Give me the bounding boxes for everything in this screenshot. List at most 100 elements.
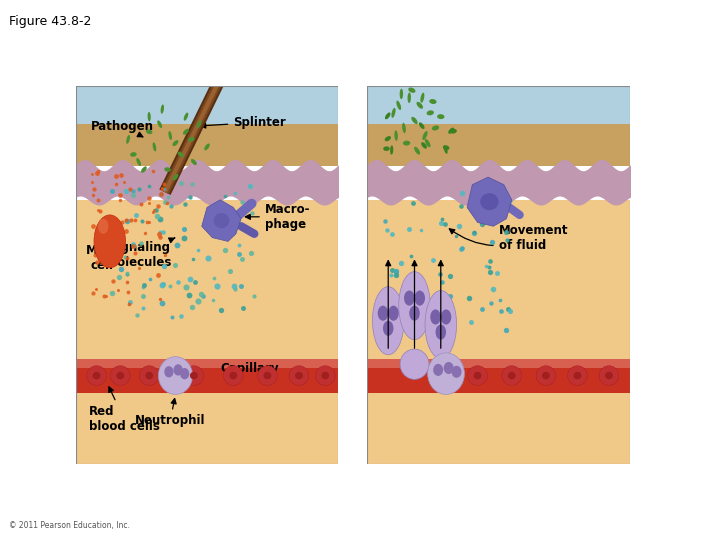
Ellipse shape xyxy=(98,219,109,234)
FancyBboxPatch shape xyxy=(76,359,338,393)
Ellipse shape xyxy=(174,364,183,376)
Ellipse shape xyxy=(145,372,153,379)
Ellipse shape xyxy=(599,366,618,386)
Text: Pathogen: Pathogen xyxy=(91,119,154,137)
FancyBboxPatch shape xyxy=(76,124,338,166)
Ellipse shape xyxy=(383,146,390,151)
Ellipse shape xyxy=(408,87,415,93)
Ellipse shape xyxy=(295,372,303,379)
Ellipse shape xyxy=(173,140,179,146)
FancyBboxPatch shape xyxy=(367,359,630,393)
Ellipse shape xyxy=(431,309,441,325)
Ellipse shape xyxy=(383,321,394,336)
Ellipse shape xyxy=(468,366,487,386)
Ellipse shape xyxy=(480,193,498,210)
Ellipse shape xyxy=(427,110,434,116)
Ellipse shape xyxy=(443,145,449,150)
Polygon shape xyxy=(202,200,241,241)
Text: © 2011 Pearson Education, Inc.: © 2011 Pearson Education, Inc. xyxy=(9,521,130,530)
Ellipse shape xyxy=(93,372,101,379)
Ellipse shape xyxy=(264,372,271,379)
Ellipse shape xyxy=(188,137,194,141)
Ellipse shape xyxy=(437,114,444,119)
Ellipse shape xyxy=(444,145,448,154)
Ellipse shape xyxy=(183,129,189,135)
Ellipse shape xyxy=(385,112,390,119)
Ellipse shape xyxy=(425,291,456,359)
Ellipse shape xyxy=(184,112,188,121)
FancyBboxPatch shape xyxy=(367,200,630,359)
Ellipse shape xyxy=(184,366,204,386)
Text: Macro-
phage: Macro- phage xyxy=(246,203,310,231)
Ellipse shape xyxy=(542,372,550,379)
FancyBboxPatch shape xyxy=(367,124,630,166)
FancyBboxPatch shape xyxy=(367,86,630,124)
Ellipse shape xyxy=(146,130,153,134)
Ellipse shape xyxy=(416,102,423,109)
Ellipse shape xyxy=(414,147,420,154)
Ellipse shape xyxy=(197,120,202,128)
Ellipse shape xyxy=(117,372,125,379)
Text: Figure 43.8-2: Figure 43.8-2 xyxy=(9,15,91,28)
Ellipse shape xyxy=(404,291,415,306)
Ellipse shape xyxy=(451,366,462,378)
Ellipse shape xyxy=(321,372,329,379)
Ellipse shape xyxy=(94,215,125,268)
Ellipse shape xyxy=(191,159,197,165)
Ellipse shape xyxy=(396,100,401,110)
Ellipse shape xyxy=(429,99,436,104)
Ellipse shape xyxy=(441,309,451,325)
Ellipse shape xyxy=(130,152,137,157)
Ellipse shape xyxy=(444,362,454,374)
FancyBboxPatch shape xyxy=(76,86,338,124)
Ellipse shape xyxy=(384,136,391,141)
FancyBboxPatch shape xyxy=(367,359,630,368)
Ellipse shape xyxy=(400,349,429,379)
Ellipse shape xyxy=(214,213,230,228)
Ellipse shape xyxy=(168,131,172,140)
Ellipse shape xyxy=(411,117,418,124)
Ellipse shape xyxy=(574,372,581,379)
FancyBboxPatch shape xyxy=(76,359,338,368)
Ellipse shape xyxy=(161,104,164,114)
Ellipse shape xyxy=(223,366,243,386)
Ellipse shape xyxy=(204,144,210,150)
Ellipse shape xyxy=(390,145,393,154)
Ellipse shape xyxy=(450,129,456,133)
Ellipse shape xyxy=(136,158,141,166)
Ellipse shape xyxy=(190,372,198,379)
Ellipse shape xyxy=(402,123,406,133)
Ellipse shape xyxy=(315,366,335,386)
Text: Red
blood cells: Red blood cells xyxy=(89,387,160,433)
Ellipse shape xyxy=(141,166,147,173)
Ellipse shape xyxy=(395,130,398,141)
Ellipse shape xyxy=(164,167,171,172)
Ellipse shape xyxy=(173,174,179,180)
Ellipse shape xyxy=(403,140,410,146)
Ellipse shape xyxy=(153,143,156,151)
Ellipse shape xyxy=(433,364,443,376)
Text: Splinter: Splinter xyxy=(201,116,286,129)
Ellipse shape xyxy=(399,272,431,340)
Ellipse shape xyxy=(157,120,162,128)
Ellipse shape xyxy=(372,287,404,355)
FancyBboxPatch shape xyxy=(76,393,338,464)
Ellipse shape xyxy=(436,325,446,340)
Ellipse shape xyxy=(605,372,613,379)
Ellipse shape xyxy=(423,131,428,140)
Ellipse shape xyxy=(258,366,277,386)
Ellipse shape xyxy=(425,139,431,147)
Ellipse shape xyxy=(419,123,425,129)
Ellipse shape xyxy=(158,356,192,394)
Ellipse shape xyxy=(409,306,420,321)
Ellipse shape xyxy=(178,152,184,157)
Ellipse shape xyxy=(502,366,521,386)
Ellipse shape xyxy=(289,366,309,386)
Ellipse shape xyxy=(567,366,588,386)
Polygon shape xyxy=(467,177,512,226)
Ellipse shape xyxy=(536,366,556,386)
Ellipse shape xyxy=(110,366,130,386)
Ellipse shape xyxy=(126,135,130,144)
FancyBboxPatch shape xyxy=(76,200,338,359)
Text: Capillary: Capillary xyxy=(220,361,279,375)
